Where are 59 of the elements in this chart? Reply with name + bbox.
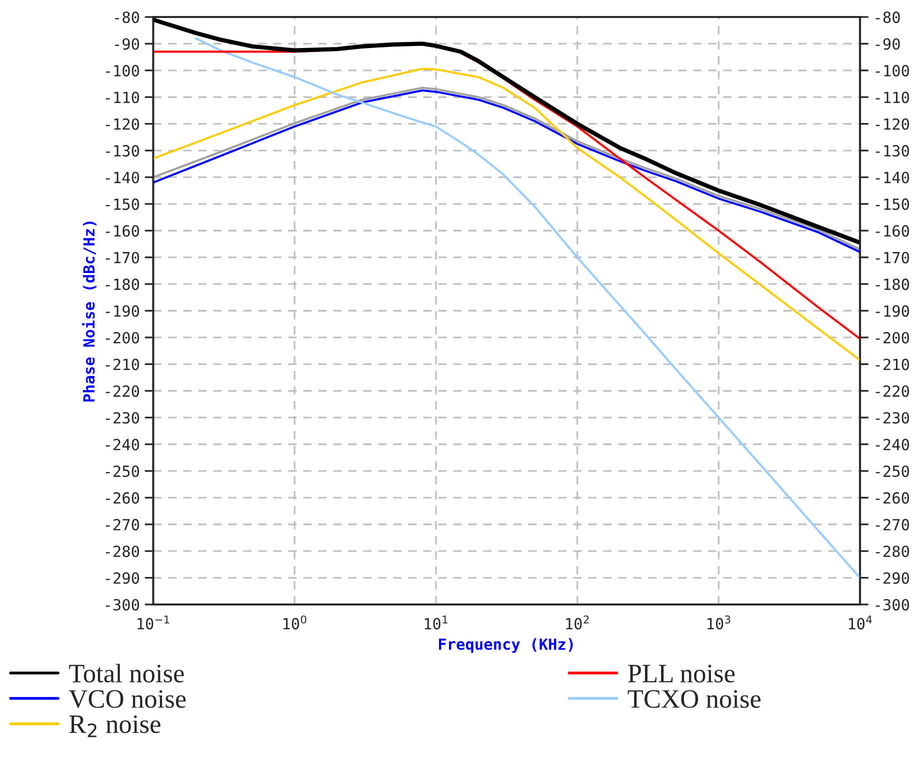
y2-tick-label: -170: [876, 252, 910, 264]
y-axis-title: Phase Noise (dBc/Hz): [82, 222, 97, 402]
y2-tick-label: -160: [876, 225, 910, 237]
y-tick-label: -80: [115, 12, 140, 24]
y2-tick-label: -230: [876, 412, 910, 424]
y-tick-label: -220: [106, 385, 140, 397]
y2-tick-label: -140: [876, 172, 910, 184]
y-tick-label: -250: [106, 465, 140, 478]
y-tick-label: -100: [106, 64, 140, 76]
y2-tick-label: -260: [876, 492, 910, 504]
legend-label: PLL noise: [628, 664, 735, 682]
y2-tick-label: -150: [876, 198, 910, 210]
y-tick-label: -300: [106, 598, 140, 611]
legend-label: R$_{2}$ noise: [69, 715, 160, 738]
y-tick-label: -270: [106, 518, 140, 530]
x-tick-label: 10$^{0}$: [284, 615, 306, 630]
y2-tick-label: -300: [876, 598, 910, 611]
x-tick-label: 10$^{2}$: [566, 615, 589, 630]
y-tick-label: -210: [106, 358, 140, 370]
y-tick-label: -120: [106, 118, 140, 130]
y2-tick-label: -80: [876, 12, 900, 24]
x-tick-label: 10$^{3}$: [708, 615, 730, 630]
y-tick-label: -190: [106, 305, 140, 317]
y2-tick-label: -200: [876, 332, 910, 344]
y2-tick-label: -250: [876, 465, 910, 478]
y-tick-label: -260: [106, 492, 140, 504]
y2-tick-label: -130: [876, 145, 910, 157]
y-tick-label: -290: [106, 572, 140, 584]
legend-label: VCO noise: [68, 690, 186, 708]
x-tick-label: 10$^{1}$: [424, 616, 448, 630]
y-tick-label: -170: [106, 252, 140, 264]
legend-label: Total noise: [69, 664, 184, 682]
y-tick-label: -130: [106, 145, 140, 157]
y2-tick-label: -210: [876, 358, 910, 370]
y-tick-label: -200: [106, 332, 140, 344]
y2-tick-label: -180: [876, 278, 910, 290]
y-tick-label: -160: [106, 225, 140, 237]
y2-tick-label: -290: [876, 572, 910, 584]
y2-tick-label: -120: [876, 118, 910, 130]
y-tick-label: -280: [106, 546, 140, 558]
y-tick-label: -90: [115, 38, 140, 50]
y-tick-label: -150: [106, 198, 140, 210]
y2-tick-label: -280: [876, 546, 910, 558]
x-axis-title: Frequency (KHz): [438, 638, 573, 653]
x-tick-label: 10$^{4}$: [848, 616, 872, 630]
y2-tick-label: -270: [876, 518, 910, 530]
y-tick-label: -180: [106, 278, 140, 290]
y2-tick-label: -240: [876, 438, 910, 450]
y-tick-label: -230: [106, 412, 140, 424]
y-tick-label: -110: [106, 92, 140, 104]
y2-tick-label: -100: [876, 64, 910, 76]
x-tick-label: 10$^{−1}$: [138, 616, 170, 630]
y2-tick-label: -190: [876, 305, 910, 317]
y2-tick-label: -90: [876, 38, 900, 50]
y2-tick-label: -110: [876, 92, 910, 104]
y2-tick-label: -220: [876, 385, 910, 397]
y-tick-label: -240: [106, 438, 140, 450]
legend-label: TCXO noise: [628, 690, 761, 708]
y-tick-label: -140: [106, 172, 140, 184]
